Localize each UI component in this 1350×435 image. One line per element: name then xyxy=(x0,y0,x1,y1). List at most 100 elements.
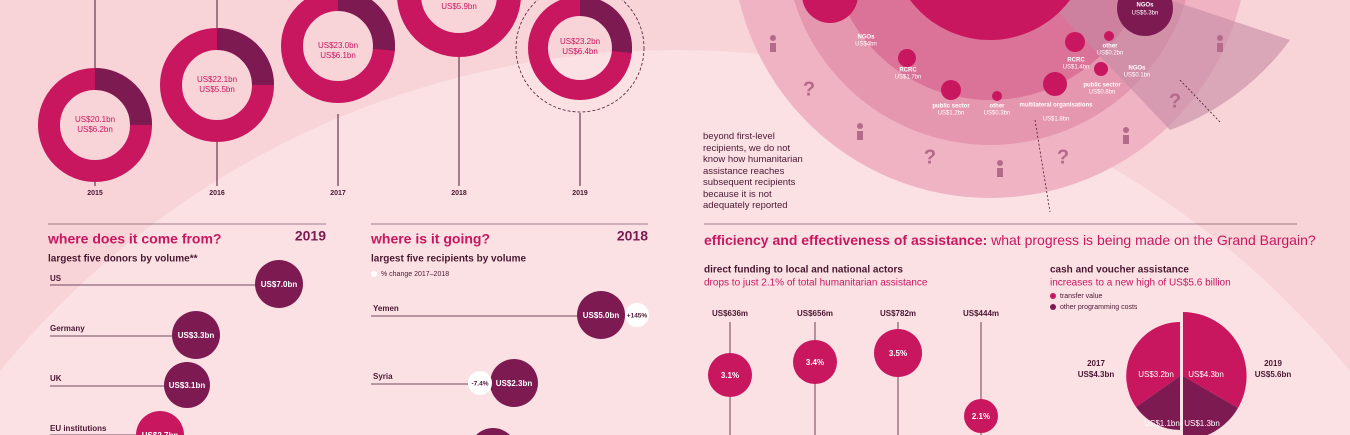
question-mark: ? xyxy=(1057,146,1069,168)
donor-bubble xyxy=(136,411,184,435)
local-amount: US$656m xyxy=(797,309,833,318)
legend-dot xyxy=(1050,293,1056,299)
recipient-value: US$2.3bn xyxy=(496,379,533,388)
legend-label: other programming costs xyxy=(1060,304,1138,311)
donor-bubble xyxy=(164,362,210,408)
cash-halves xyxy=(1126,312,1247,435)
change-badge xyxy=(468,371,492,395)
cash-transfer: US$4.3bn xyxy=(1188,370,1224,379)
cash-subtitle: increases to a new high of US$5.6 billio… xyxy=(1050,278,1231,289)
bubble-name: other xyxy=(990,104,1006,110)
note-box: beyond first-level recipients, we do not… xyxy=(703,131,803,211)
flow-circles xyxy=(739,0,1290,198)
donor-value: US$3.1bn xyxy=(169,381,206,390)
section-title: efficiency and effectiveness of assistan… xyxy=(704,232,1316,248)
recipient-bubble xyxy=(476,428,510,435)
question-mark: ? xyxy=(803,78,815,100)
question-mark: ? xyxy=(924,146,936,168)
donor-value: US$7.0bn xyxy=(261,280,298,289)
local-bubble xyxy=(793,340,837,384)
bubble-name: NGOs xyxy=(1136,3,1154,9)
bubble-value: US$1.2bn xyxy=(938,111,965,117)
legend-dot xyxy=(1050,304,1056,310)
local-share: 2.1% xyxy=(972,412,990,421)
cash-total: US$4.3bn xyxy=(1078,370,1115,379)
bubble-name: NGOs xyxy=(1128,66,1146,72)
local-bubble xyxy=(964,399,998,433)
arrows xyxy=(1034,79,1221,213)
year: 2019 xyxy=(572,190,588,197)
recipient-change: +145% xyxy=(627,313,648,320)
recipient-value: US$5.0bn xyxy=(583,311,620,320)
legend-dot xyxy=(371,271,377,277)
legend-label: transfer value xyxy=(1060,293,1103,300)
local-title: direct funding to local and national act… xyxy=(704,265,903,276)
timeline-lines xyxy=(94,0,581,186)
year: 2015 xyxy=(87,190,103,197)
bubble-name: multilateral organisations xyxy=(1019,103,1093,109)
person-icons xyxy=(770,35,1223,177)
section-title: where is it going? xyxy=(370,231,490,247)
bubble-value: US$1.7bn xyxy=(895,75,922,81)
local-share: 3.5% xyxy=(889,349,907,358)
local-subtitle: drops to just 2.1% of total humanitarian… xyxy=(704,278,928,289)
bubble-value: US$0.2bn xyxy=(1097,51,1124,57)
cash-year: 2017 xyxy=(1087,359,1105,368)
note: beyond first-level recipients, we do not… xyxy=(703,131,803,211)
donut-total: US$23.0bn xyxy=(318,41,358,50)
bubble-name: other xyxy=(1103,44,1119,50)
donut-total: US$22.1bn xyxy=(197,75,237,84)
cash-title: cash and voucher assistance xyxy=(1050,265,1189,276)
bubble-name: public sector xyxy=(932,104,970,110)
question-mark: ? xyxy=(1169,90,1181,112)
recipient-lines xyxy=(371,315,578,385)
donor-bubble xyxy=(255,260,303,308)
bubble-value: US$1.8bn xyxy=(1043,117,1070,123)
bubble-name: public sector xyxy=(1083,83,1121,89)
year: 2016 xyxy=(209,190,225,197)
donor-name: Germany xyxy=(50,324,85,333)
donut-part: US$5.9bn xyxy=(441,2,477,11)
donut-part: US$6.2bn xyxy=(77,125,113,134)
year: 2018 xyxy=(451,190,467,197)
donut-part: US$6.4bn xyxy=(562,47,598,56)
bubble-value: US$0.3bn xyxy=(984,111,1011,117)
donor-value: US$2.7bn xyxy=(142,431,179,435)
bubble-name: RCRC xyxy=(1067,58,1085,64)
donor-bubble xyxy=(172,311,220,359)
donor-name: US xyxy=(50,274,62,283)
section-year: 2018 xyxy=(617,228,648,244)
section-subtitle: largest five donors by volume** xyxy=(48,254,198,265)
change-badge xyxy=(625,303,649,327)
recipient-name: Syria xyxy=(373,372,393,381)
bubble-value: US$5.3bn xyxy=(1132,11,1159,17)
donut-part: US$5.5bn xyxy=(199,85,235,94)
title-bold: efficiency and effectiveness of assistan… xyxy=(704,232,987,248)
year: 2017 xyxy=(330,190,346,197)
local-amount: US$782m xyxy=(880,309,916,318)
recipient-change: -7.4% xyxy=(472,381,489,388)
donor-name: UK xyxy=(50,374,62,383)
donut-total: US$23.2bn xyxy=(560,37,600,46)
local-share: 3.4% xyxy=(806,358,824,367)
bubble-name: RCRC xyxy=(899,68,917,74)
donut-total: US$20.1bn xyxy=(75,115,115,124)
cash-transfer: US$3.2bn xyxy=(1138,370,1174,379)
recipient-name: Yemen xyxy=(373,304,399,313)
local-share: 3.1% xyxy=(721,371,739,380)
local-amount: US$636m xyxy=(712,309,748,318)
recipient-bubble xyxy=(577,291,625,339)
section-year: 2019 xyxy=(295,228,326,244)
cash-total: US$5.6bn xyxy=(1255,370,1292,379)
cash-other: US$1.3bn xyxy=(1184,419,1220,428)
bubble-value: US$0.1bn xyxy=(1124,73,1151,79)
cash-other: US$1.1bn xyxy=(1144,419,1180,428)
title-rest: what progress is being made on the Grand… xyxy=(990,232,1316,248)
bubble-value: US$4bn xyxy=(855,42,877,48)
bubble-value: US$1.4bn xyxy=(1063,65,1090,71)
bubble-value: US$0.8bn xyxy=(1089,90,1116,96)
donor-lines xyxy=(50,284,256,435)
donuts xyxy=(38,0,645,182)
donut-part: US$6.1bn xyxy=(320,51,356,60)
bubble-name: NGOs xyxy=(857,35,875,41)
